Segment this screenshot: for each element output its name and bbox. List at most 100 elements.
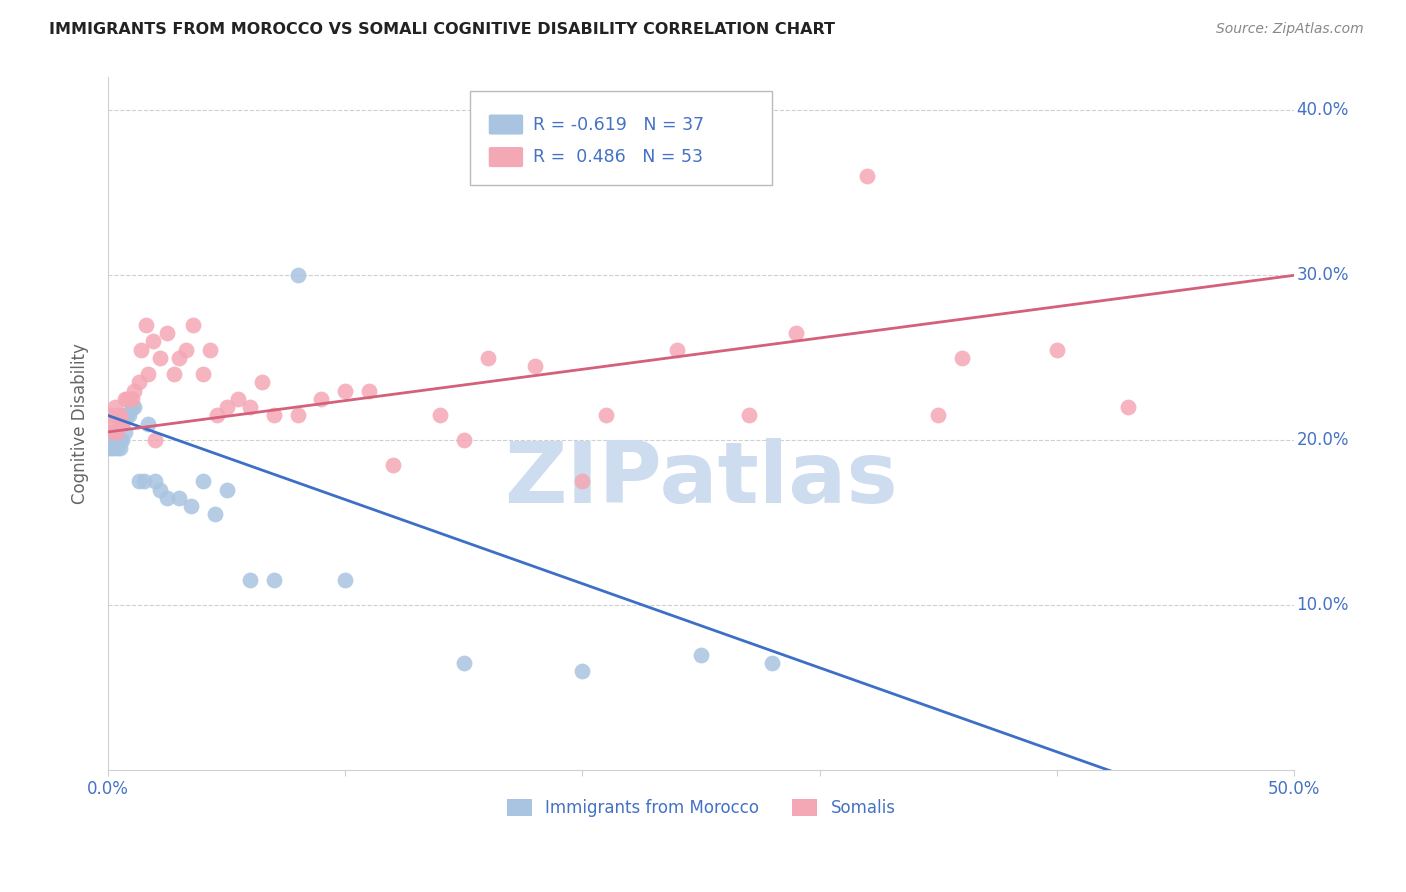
Text: R =  0.486   N = 53: R = 0.486 N = 53 (533, 148, 703, 166)
Point (114, 392, 136, 406)
Point (250, 376, 273, 390)
Point (204, 508, 226, 522)
Point (174, 343, 197, 357)
Point (118, 409, 141, 423)
Point (107, 409, 129, 423)
Point (163, 368, 186, 382)
Point (524, 359, 547, 373)
Point (107, 434, 129, 448)
Text: Source: ZipAtlas.com: Source: ZipAtlas.com (1216, 22, 1364, 37)
FancyBboxPatch shape (489, 147, 523, 167)
Point (114, 425, 136, 439)
Point (101, 425, 124, 439)
Point (132, 475, 155, 489)
Point (136, 368, 159, 382)
Point (287, 268, 309, 283)
Point (136, 417, 159, 431)
Point (335, 574, 357, 588)
Point (121, 392, 143, 406)
Point (111, 434, 134, 448)
Point (263, 409, 285, 423)
Point (108, 417, 131, 431)
Point (311, 392, 333, 406)
Point (927, 409, 949, 423)
Point (239, 574, 262, 588)
Point (98, 442, 121, 456)
Text: 30.0%: 30.0% (1296, 267, 1348, 285)
Point (115, 392, 138, 406)
Point (215, 483, 238, 497)
Point (107, 442, 129, 456)
Point (145, 434, 167, 448)
Point (191, 475, 214, 489)
Point (950, 351, 973, 365)
Point (690, 648, 713, 662)
Text: ZIPatlas: ZIPatlas (505, 438, 898, 521)
Point (98, 409, 121, 423)
Point (263, 574, 285, 588)
Point (180, 499, 202, 513)
Point (198, 343, 221, 357)
Point (111, 417, 134, 431)
FancyBboxPatch shape (489, 114, 523, 135)
Point (381, 458, 404, 472)
Point (145, 475, 167, 489)
Text: 20.0%: 20.0% (1296, 431, 1348, 450)
Point (785, 326, 807, 340)
Point (104, 434, 127, 448)
Point (142, 334, 165, 349)
Point (114, 409, 136, 423)
Point (737, 409, 759, 423)
Point (205, 409, 228, 423)
Point (453, 656, 475, 670)
Point (128, 376, 150, 390)
Point (856, 169, 879, 184)
Point (149, 483, 172, 497)
Point (149, 351, 172, 365)
Point (122, 384, 145, 398)
Point (108, 409, 131, 423)
Point (128, 475, 150, 489)
Point (429, 409, 451, 423)
Point (1116, 401, 1139, 415)
Point (118, 392, 141, 406)
Point (98, 434, 121, 448)
Point (167, 351, 190, 365)
Point (115, 409, 138, 423)
Text: IMMIGRANTS FROM MOROCCO VS SOMALI COGNITIVE DISABILITY CORRELATION CHART: IMMIGRANTS FROM MOROCCO VS SOMALI COGNIT… (49, 22, 835, 37)
Text: 40.0%: 40.0% (1296, 102, 1348, 120)
Point (239, 401, 262, 415)
Point (1046, 343, 1069, 357)
Point (104, 425, 127, 439)
Point (571, 664, 593, 678)
Point (666, 343, 689, 357)
Point (167, 491, 190, 505)
Legend: Immigrants from Morocco, Somalis: Immigrants from Morocco, Somalis (501, 792, 903, 824)
Point (335, 384, 357, 398)
Point (287, 409, 309, 423)
Point (357, 384, 380, 398)
Point (215, 401, 238, 415)
Point (129, 343, 152, 357)
Point (121, 401, 143, 415)
Point (571, 475, 593, 489)
Point (191, 368, 214, 382)
Point (111, 417, 134, 431)
Point (477, 351, 499, 365)
Point (156, 491, 179, 505)
Point (107, 425, 129, 439)
Text: 10.0%: 10.0% (1296, 596, 1348, 614)
Point (104, 401, 127, 415)
Point (228, 392, 250, 406)
Point (156, 326, 179, 340)
Point (761, 656, 783, 670)
Point (108, 434, 131, 448)
FancyBboxPatch shape (470, 91, 772, 185)
Point (104, 417, 127, 431)
Point (122, 401, 145, 415)
Point (101, 442, 124, 456)
Point (108, 442, 131, 456)
Point (453, 434, 475, 448)
Text: R = -0.619   N = 37: R = -0.619 N = 37 (533, 116, 704, 134)
Y-axis label: Cognitive Disability: Cognitive Disability (72, 343, 89, 504)
